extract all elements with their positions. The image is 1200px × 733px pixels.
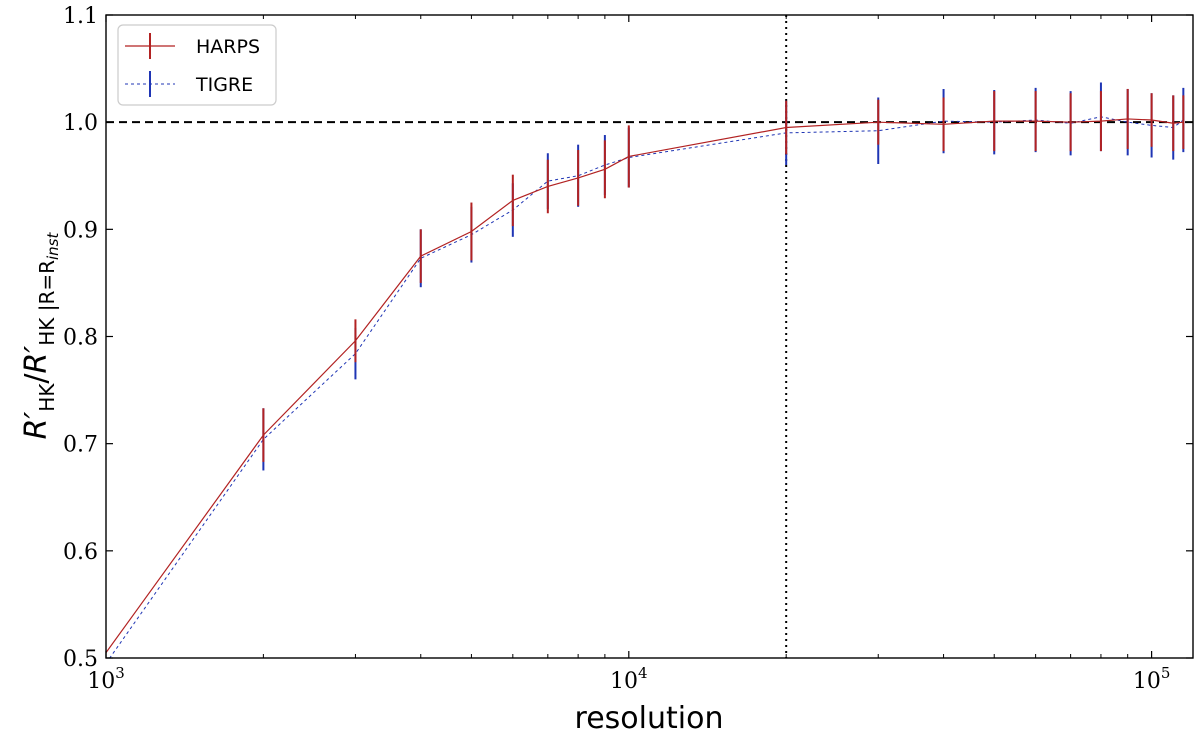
y-tick-label-1: 0.6 — [63, 540, 98, 565]
legend-tigre-label: TIGRE — [195, 74, 253, 96]
y-tick-label-0: 0.5 — [63, 647, 98, 672]
x-tick-label-2: 105 — [1133, 664, 1171, 694]
y-axis-label: R′HK/R′HK |R=Rinst — [19, 232, 62, 440]
y-tick-label-5: 1.0 — [63, 111, 98, 136]
x-tick-label-0: 103 — [87, 664, 125, 694]
legend-harps-label: HARPS — [196, 36, 260, 58]
y-tick-label-2: 0.7 — [63, 433, 98, 458]
legend: HARPS TIGRE — [117, 24, 277, 106]
y-tick-label-3: 0.8 — [63, 326, 98, 351]
x-tick-label-1: 104 — [610, 664, 648, 694]
legend-frame — [117, 24, 277, 106]
harps-series-line — [106, 118, 1184, 653]
y-tick-label-6: 1.1 — [63, 4, 98, 29]
plot-area — [106, 15, 1193, 658]
x-axis-label: resolution — [575, 701, 724, 733]
y-tick-label-4: 0.9 — [63, 218, 98, 243]
tigre-series-line — [109, 116, 1184, 658]
plot-frame — [105, 14, 1194, 659]
